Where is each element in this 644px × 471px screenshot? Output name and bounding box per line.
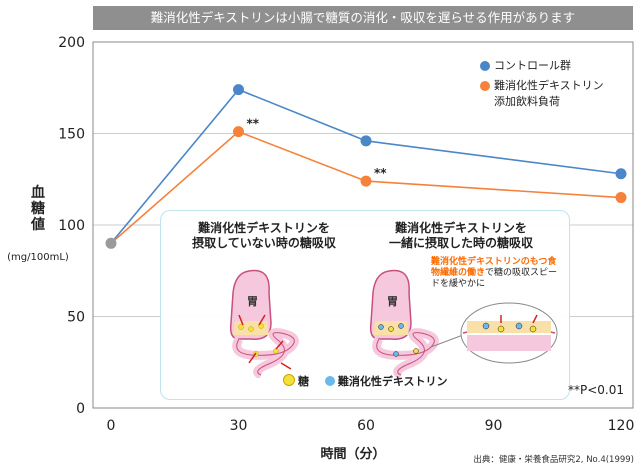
series-line-1	[110, 130, 622, 244]
significance-note: **P<0.01	[568, 383, 625, 397]
y-axis-unit: (mg/100mL)	[7, 252, 69, 263]
series-0-point-120	[615, 168, 627, 180]
stomach-label-left: 胃	[247, 295, 258, 308]
inset-left-title: 難消化性デキストリンを 摂取していない時の糖吸収	[192, 221, 336, 250]
legend-control-label: コントロール群	[494, 59, 571, 72]
x-tick-label-120: 120	[608, 418, 635, 434]
chart-legend: コントロール群 難消化性デキストリン 添加飲料負荷	[480, 58, 604, 110]
stomach-label-right: 胃	[387, 295, 398, 308]
legend-control-dot	[480, 61, 490, 71]
source-citation: 出典：健康・栄養食品研究2, No.4(1999)	[473, 455, 634, 465]
chart-banner-title: 難消化性デキストリンは小腸で糖質の消化・吸収を遅らせる作用があります	[93, 6, 633, 30]
y-tick-label-100: 100	[58, 218, 85, 234]
legend-dextrin-dot	[480, 81, 490, 91]
start-point	[105, 237, 117, 249]
significance-mark-0: **	[247, 117, 260, 131]
y-tick-label-50: 50	[67, 310, 85, 326]
intestine-with-dextrin-icon: 胃	[369, 269, 558, 378]
y-tick-label-150: 150	[58, 127, 85, 143]
legend-dextrin: 難消化性デキストリン 添加飲料負荷	[480, 78, 604, 110]
x-axis-label: 時間（分）	[320, 446, 385, 462]
y-tick-label-0: 0	[76, 401, 85, 417]
intestine-without-dextrin-icon: 胃	[229, 269, 299, 378]
series-1-point-30	[233, 126, 244, 138]
y-axis-label-char-2: 値	[30, 216, 45, 233]
x-tick-label-30: 30	[230, 418, 248, 434]
illustration-legend: 糖 難消化性デキストリン	[283, 373, 448, 389]
y-axis-label-char-0: 血	[31, 184, 45, 201]
legend-dextrin-label-line1: 難消化性デキストリン	[494, 79, 604, 92]
legend-dextrin-label: 難消化性デキストリン	[337, 375, 448, 388]
legend-control: コントロール群	[480, 58, 604, 74]
plot-frame	[92, 41, 634, 409]
y-axis-label-char-1: 糖	[31, 200, 45, 217]
series-1-point-60	[360, 175, 372, 187]
x-tick-label-90: 90	[485, 418, 503, 434]
sugar-dot-icon	[283, 374, 295, 386]
x-tick-label-60: 60	[357, 418, 375, 434]
dextrin-effect-note: 難消化性デキストリンのもつ食物繊維の働きで糖の吸収スピードを緩やかに	[431, 257, 561, 290]
significance-mark-1: **	[374, 166, 387, 180]
dextrin-dot-icon	[324, 376, 335, 386]
inset-right-title: 難消化性デキストリンを 一緒に摂取した時の糖吸収	[388, 221, 533, 250]
legend-sugar-label: 糖	[298, 375, 309, 388]
series-1-point-120	[615, 192, 627, 204]
y-tick-label-200: 200	[58, 35, 85, 51]
series-0-point-60	[360, 135, 372, 147]
note-highlight: 難消化性デキストリンのもつ食物繊維の働き	[431, 257, 557, 278]
absorption-illustration-panel: 難消化性デキストリンを 摂取していない時の糖吸収 難消化性デキストリンを 一緒に…	[160, 210, 570, 400]
series-line-0	[110, 88, 622, 244]
note-rest: で糖の吸収スピードを緩やかに	[431, 268, 558, 289]
x-tick-label-0: 0	[107, 418, 116, 434]
series-0-point-30	[233, 84, 244, 96]
legend-dextrin-label-line2: 添加飲料負荷	[494, 95, 560, 108]
